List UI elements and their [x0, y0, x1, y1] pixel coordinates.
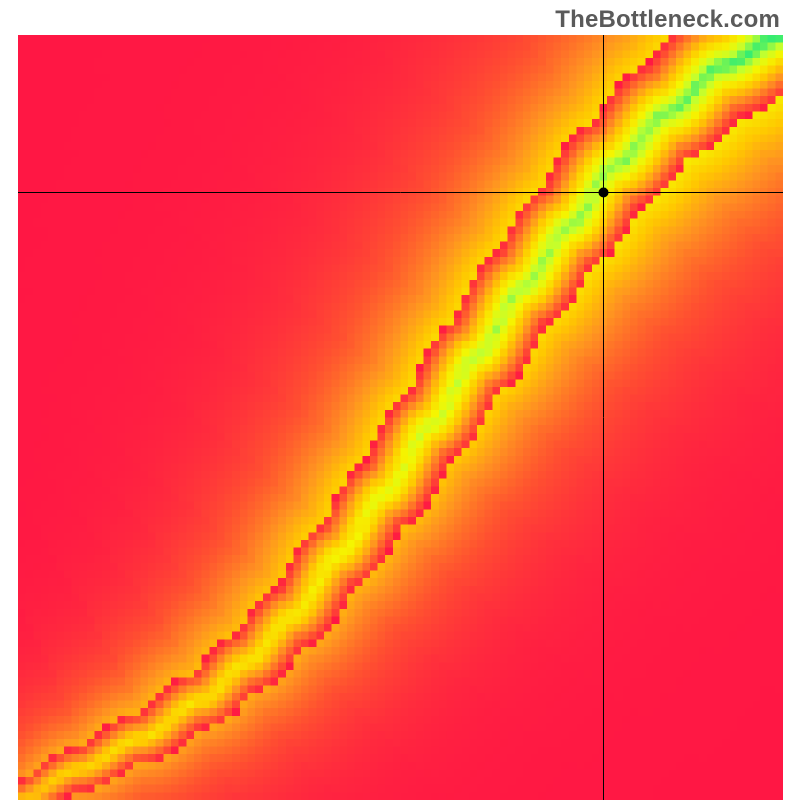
watermark-label: TheBottleneck.com: [555, 6, 780, 34]
crosshair-overlay: [18, 35, 783, 800]
